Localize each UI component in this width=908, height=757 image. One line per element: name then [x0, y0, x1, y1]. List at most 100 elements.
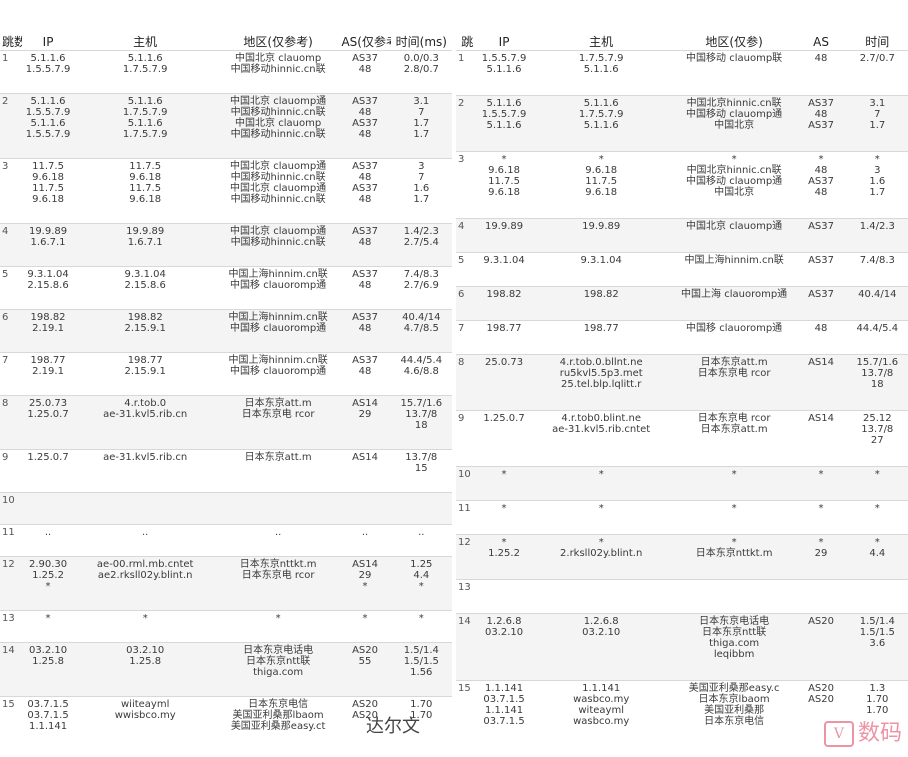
host-cell: 11.7.5 9.6.18 11.7.5 9.6.18 [73, 158, 217, 224]
as-cell [795, 579, 847, 614]
host-cell: 198.82 2.15.9.1 [73, 309, 217, 353]
as-cell: AS37 48 AS37 48 [339, 93, 391, 159]
table-row: 11 * * * * * [456, 500, 908, 535]
ip-cell: 9.3.1.04 2.15.8.6 [22, 266, 74, 310]
time-cell: .. [390, 524, 452, 557]
right-traceroute-table: 跳 IP 主机 地区(仅参) AS 时间 1 1.5.5.7.9 5.1.1.6 1… [456, 0, 908, 757]
hop-number: 13 [0, 610, 23, 643]
host-cell: 5.1.1.6 1.7.5.7.9 [73, 50, 217, 94]
hop-number: 7 [456, 320, 479, 355]
as-cell: AS37 48 AS37 48 [339, 158, 391, 224]
table-row: 15 03.7.1.5 03.7.1.5 1.1.141 wiiteayml wwi… [0, 696, 452, 751]
hop-number: 10 [456, 466, 479, 501]
time-cell [390, 492, 452, 525]
time-cell: 1.5/1.4 1.5/1.5 1.56 [390, 642, 452, 697]
location-cell: 日本东京电话电 日本东京ntt联 thiga.com [216, 642, 340, 697]
time-cell: * [846, 500, 908, 535]
hop-number: 8 [456, 354, 479, 411]
ip-cell: * [478, 466, 530, 501]
host-cell: * 9.6.18 11.7.5 9.6.18 [529, 151, 673, 219]
logo-icon: V [823, 721, 854, 747]
hop-number: 13 [456, 579, 479, 614]
traceroute-table-left: 跳数 IP 主机 地区(仅参考) AS(仅参考) 时间(ms) 15.1.1.6… [0, 0, 452, 751]
ip-cell [478, 579, 530, 614]
as-cell: AS14 [795, 354, 847, 411]
hop-number: 15 [456, 680, 479, 748]
ip-cell: * [478, 500, 530, 535]
host-cell: * 2.rksll02y.blint.n [529, 534, 673, 580]
table-row: 6 198.82 2.19.1 198.82 2.15.9.1 中国上海hinnim.… [0, 309, 452, 353]
location-cell: 中国上海hinnim.cn联 中国移 clauoromp通 [216, 352, 340, 396]
table-row: 1 5.1.1.6 1.5.5.7.9 5.1.1.6 1.7.5.7.9 中国北京 … [0, 50, 452, 94]
ip-cell: 11.7.5 9.6.18 11.7.5 9.6.18 [22, 158, 74, 224]
location-cell: 中国上海hinnim.cn联 [672, 252, 796, 287]
table-row: 6 198.82 198.82 中国上海 clauoromp通 AS37 40.4/14 [456, 286, 908, 321]
header-as: AS [813, 35, 829, 49]
hop-number: 14 [456, 613, 479, 681]
ip-cell: .. [22, 524, 74, 557]
location-cell: 日本东京电话电 日本东京ntt联 thiga.com leqibbm [672, 613, 796, 681]
time-cell: 0.0/0.3 2.8/0.7 [390, 50, 452, 94]
ip-cell: 1.1.141 03.7.1.5 1.1.141 03.7.1.5 [478, 680, 530, 748]
as-cell: AS37 48 [339, 223, 391, 267]
ip-cell: 25.0.73 1.25.0.7 [22, 395, 74, 450]
host-cell: 198.77 [529, 320, 673, 355]
as-cell: AS14 [795, 410, 847, 467]
host-cell: wiiteayml wwisbco.my [73, 696, 217, 751]
table-row: 12 * 1.25.2 * 2.rksll02y.blint.n * 日本东京nttk… [456, 534, 908, 580]
host-cell: ae-31.kvl5.rib.cn [73, 449, 217, 493]
header-host: 主机 [589, 35, 614, 49]
ip-cell: 198.77 2.19.1 [22, 352, 74, 396]
hop-number: 11 [0, 524, 23, 557]
hop-number: 9 [0, 449, 23, 493]
ip-cell: 25.0.73 [478, 354, 530, 411]
host-cell: 4.r.tob.0 ae-31.kvl5.rib.cn [73, 395, 217, 450]
location-cell: 中国北京 clauomp 中国移动hinnic.cn联 [216, 50, 340, 94]
ip-cell: * [22, 610, 74, 643]
header-ip: IP [498, 35, 510, 49]
host-cell: 198.82 [529, 286, 673, 321]
location-cell [216, 492, 340, 525]
as-cell: * [339, 610, 391, 643]
location-cell: 美国亚利桑那easy.c 日本东京lbaom 美国亚利桑那 日本东京电信 [672, 680, 796, 748]
time-cell: 40.4/14 [846, 286, 908, 321]
ip-cell: 2.90.30 1.25.2 * [22, 556, 74, 611]
hop-number: 4 [456, 218, 479, 253]
as-cell: AS14 29 [339, 395, 391, 450]
hop-number: 9 [456, 410, 479, 467]
ip-cell: * 9.6.18 11.7.5 9.6.18 [478, 151, 530, 219]
time-cell: 1.70 1.70 [390, 696, 452, 751]
hop-number: 3 [0, 158, 23, 224]
as-cell: * [795, 500, 847, 535]
location-cell [672, 579, 796, 614]
host-cell: 1.2.6.8 03.2.10 [529, 613, 673, 681]
time-cell: 2.7/0.7 [846, 50, 908, 96]
time-cell: 1.3 1.70 1.70 [846, 680, 908, 748]
watermark: V 数码 [823, 715, 902, 747]
ip-cell: 5.1.1.6 1.5.5.7.9 [22, 50, 74, 94]
as-cell: AS37 48 AS37 [795, 95, 847, 152]
host-cell: 5.1.1.6 1.7.5.7.9 5.1.1.6 1.7.5.7.9 [73, 93, 217, 159]
as-cell: 48 [795, 50, 847, 96]
header-hop: 跳数 [2, 35, 22, 49]
time-cell: 1.4/2.3 [846, 218, 908, 253]
time-cell: 13.7/8 15 [390, 449, 452, 493]
host-cell: 19.9.89 [529, 218, 673, 253]
time-cell: 3.1 7 1.7 1.7 [390, 93, 452, 159]
table-row: 9 1.25.0.7 ae-31.kvl5.rib.cn 日本东京att.m AS14 1… [0, 449, 452, 493]
as-cell: AS37 48 [339, 50, 391, 94]
ip-cell: 19.9.89 1.6.7.1 [22, 223, 74, 267]
time-cell: 25.12 13.7/8 27 [846, 410, 908, 467]
hop-number: 1 [0, 50, 23, 94]
header-ip: IP [42, 35, 54, 49]
location-cell: 日本东京电信 美国亚利桑那lbaom 美国亚利桑那easy.ct [216, 696, 340, 751]
table-row: 5 9.3.1.04 9.3.1.04 中国上海hinnim.cn联 AS37 7.4/8… [456, 252, 908, 287]
hop-number: 14 [0, 642, 23, 697]
hop-number: 2 [0, 93, 23, 159]
table-row: 8 25.0.73 1.25.0.7 4.r.tob.0 ae-31.kvl5.ri… [0, 395, 452, 450]
time-cell: 1.25 4.4 * [390, 556, 452, 611]
hop-number: 5 [456, 252, 479, 287]
table-row: 13 * * * * * [0, 610, 452, 643]
table-row: 3 * 9.6.18 11.7.5 9.6.18 * 9.6.18 11.7.5 9… [456, 151, 908, 219]
table-row: 2 5.1.1.6 1.5.5.7.9 5.1.1.6 5.1.1.6 1.7.5.… [456, 95, 908, 152]
